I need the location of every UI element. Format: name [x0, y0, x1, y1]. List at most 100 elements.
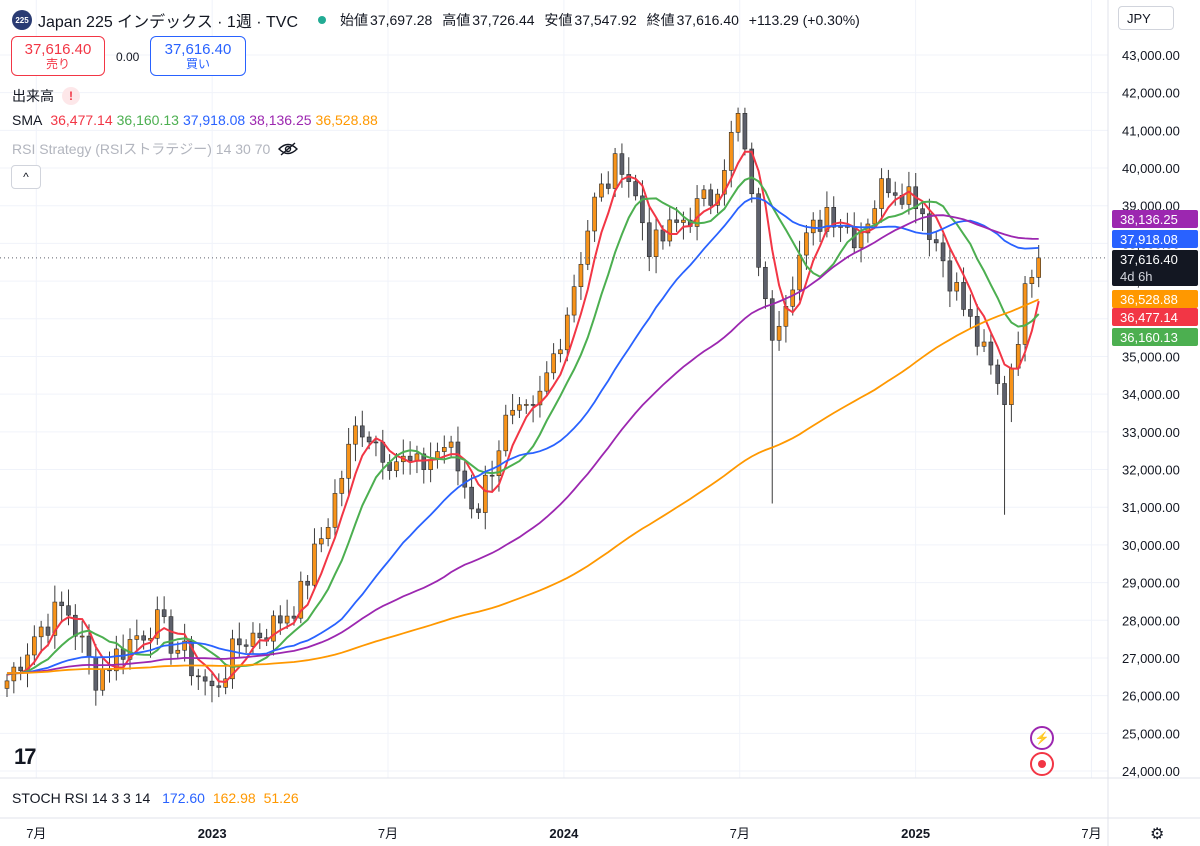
- candle: [18, 666, 23, 672]
- candle: [660, 229, 666, 242]
- candle: [59, 601, 64, 607]
- candle: [585, 230, 591, 265]
- candle: [462, 470, 468, 488]
- candle: [359, 425, 365, 438]
- currency-selector[interactable]: JPY: [1118, 6, 1174, 30]
- candle: [257, 632, 263, 639]
- candle: [954, 282, 960, 292]
- candle: [927, 213, 932, 240]
- candle: [619, 153, 625, 175]
- candle: [906, 186, 912, 205]
- candle: [202, 676, 208, 682]
- collapse-legend-button[interactable]: ^: [11, 165, 41, 189]
- candle: [155, 609, 160, 639]
- rsi-strategy-legend[interactable]: RSI Strategy (RSIストラテジー) 14 30 70: [12, 139, 299, 159]
- candle: [742, 113, 748, 150]
- candle: [612, 153, 618, 189]
- sma-legend[interactable]: SMA 36,477.14 36,160.13 37,918.08 38,136…: [12, 112, 378, 128]
- sma-line: [6, 214, 1039, 675]
- sma-line: [6, 298, 1040, 674]
- candle: [168, 616, 174, 654]
- candle: [838, 226, 843, 228]
- candle: [756, 193, 761, 268]
- y-tick-label: 40,000.00: [1122, 161, 1180, 176]
- candle: [4, 680, 10, 689]
- candle: [988, 341, 994, 366]
- y-tick-label: 43,000.00: [1122, 48, 1180, 63]
- record-icon[interactable]: [1030, 752, 1054, 776]
- candle: [633, 181, 638, 197]
- candle: [196, 675, 201, 678]
- candle: [503, 414, 509, 452]
- warning-icon[interactable]: !: [62, 87, 80, 105]
- candle: [831, 207, 837, 228]
- candle: [1022, 283, 1028, 345]
- y-tick-label: 34,000.00: [1122, 387, 1180, 402]
- x-tick-label: 2024: [549, 826, 579, 841]
- candle: [237, 638, 242, 646]
- candle: [790, 289, 796, 307]
- x-tick-label: 2023: [198, 826, 227, 841]
- candle: [141, 635, 146, 641]
- price-tag-label: 38,136.25: [1120, 212, 1178, 227]
- candle: [312, 543, 317, 586]
- symbol-title[interactable]: Japan 225 インデックス · 1週 · TVC: [38, 14, 299, 31]
- candle: [175, 649, 181, 654]
- candle: [394, 461, 399, 471]
- sell-button[interactable]: 37,616.40 売り: [11, 36, 105, 76]
- candle: [947, 260, 953, 292]
- bolt-icon[interactable]: ⚡: [1030, 726, 1054, 750]
- symbol-badge[interactable]: 225: [12, 10, 32, 30]
- y-tick-label: 32,000.00: [1122, 463, 1180, 478]
- candle: [134, 635, 140, 640]
- price-tag-label: 37,616.40: [1120, 252, 1178, 267]
- candle: [223, 678, 228, 688]
- price-tag-label: 36,477.14: [1120, 310, 1178, 325]
- candle: [544, 372, 550, 392]
- eye-off-icon[interactable]: [278, 142, 299, 156]
- candle: [517, 404, 522, 411]
- candle: [353, 425, 358, 445]
- candle: [305, 580, 310, 586]
- price-tag: [1112, 210, 1198, 228]
- candle: [728, 132, 734, 171]
- candle: [681, 219, 686, 223]
- candle: [32, 636, 37, 656]
- x-tick-label: 2025: [901, 826, 930, 841]
- gear-icon[interactable]: ⚙: [1150, 826, 1165, 843]
- candle: [592, 196, 597, 232]
- candle: [537, 390, 543, 406]
- candle: [182, 640, 187, 651]
- candle: [872, 208, 878, 225]
- y-tick-label: 35,000.00: [1122, 349, 1180, 364]
- y-tick-label: 29,000.00: [1122, 576, 1180, 591]
- candle: [209, 680, 215, 687]
- candle: [879, 178, 884, 209]
- price-tag-countdown: 4d 6h: [1120, 269, 1153, 284]
- candle: [708, 189, 714, 206]
- y-tick-label: 33,000.00: [1122, 425, 1180, 440]
- candle: [278, 615, 283, 624]
- candle: [243, 644, 249, 647]
- candle: [886, 178, 891, 194]
- volume-indicator[interactable]: 出来高!: [12, 86, 80, 106]
- candle: [571, 286, 577, 316]
- candle: [640, 195, 645, 224]
- price-tag-label: 37,918.08: [1120, 232, 1178, 247]
- candle: [496, 450, 502, 477]
- stoch-rsi-legend[interactable]: STOCH RSI 14 3 3 14 172.60 162.98 51.26: [12, 790, 299, 806]
- candle: [510, 409, 515, 416]
- candle: [441, 447, 447, 452]
- candle: [674, 219, 679, 223]
- candle: [216, 685, 222, 688]
- candle: [45, 626, 51, 636]
- candle: [93, 656, 99, 691]
- tradingview-logo[interactable]: 17: [14, 744, 37, 769]
- y-tick-label: 42,000.00: [1122, 86, 1180, 101]
- price-tag: [1112, 290, 1198, 308]
- candle: [1036, 257, 1042, 278]
- candle: [489, 474, 495, 477]
- buy-button[interactable]: 37,616.40 買い: [150, 36, 246, 76]
- candle: [271, 615, 276, 642]
